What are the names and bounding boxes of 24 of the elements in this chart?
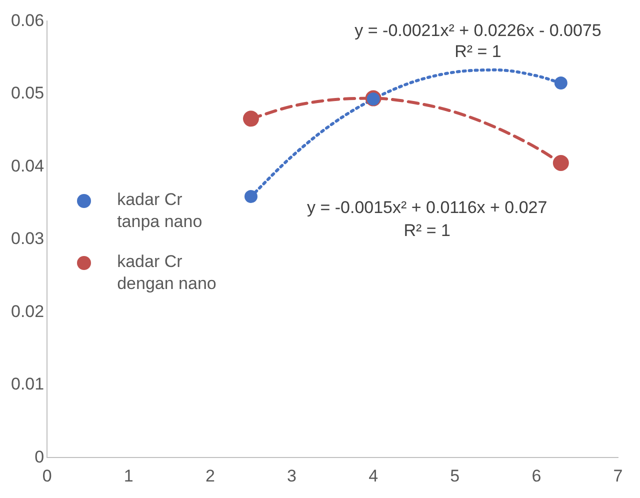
x-tick-label: 7 <box>613 466 623 486</box>
annotation: R² = 1 <box>454 42 502 61</box>
y-tick-label: 0.05 <box>10 84 44 103</box>
y-tick-label: 0.03 <box>10 229 44 248</box>
y-tick-label: 0.04 <box>10 156 44 176</box>
point <box>242 110 259 127</box>
x-tick-label: 5 <box>450 466 460 486</box>
x-tick-label: 6 <box>532 466 542 486</box>
x-tick-label: 1 <box>124 466 134 486</box>
y-tick-label: 0.02 <box>10 302 44 321</box>
x-tick-label: 2 <box>205 466 215 486</box>
annotation: y = -0.0021x² + 0.0226x - 0.0075 <box>354 20 602 40</box>
y-tick-label: 0.06 <box>10 10 44 30</box>
annotation: y = -0.0015x² + 0.0116x + 0.027 <box>306 198 548 217</box>
y-tick-label: 0.01 <box>10 374 44 394</box>
annotation: R² = 1 <box>404 220 450 240</box>
y-tick-label: 0 <box>34 447 44 466</box>
point <box>554 76 568 90</box>
legend-label: kadar Cr dengan nano <box>117 251 218 296</box>
legend-label: kadar Cr tanpa nano <box>117 189 204 234</box>
point <box>552 155 569 172</box>
x-tick-label: 3 <box>287 466 296 486</box>
x-tick-label: 4 <box>368 466 378 486</box>
point <box>244 190 258 203</box>
